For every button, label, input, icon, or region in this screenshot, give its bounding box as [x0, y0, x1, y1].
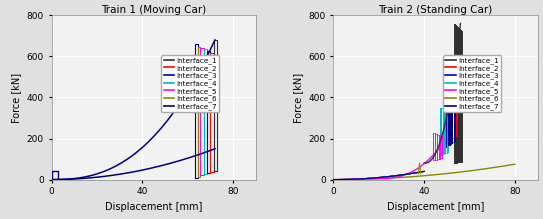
X-axis label: Displacement [mm]: Displacement [mm]	[105, 202, 203, 212]
X-axis label: Displacement [mm]: Displacement [mm]	[387, 202, 484, 212]
Title: Train 2 (Standing Car): Train 2 (Standing Car)	[378, 5, 493, 14]
Legend: Interface_1, Interface_2, Interface_3, Interface_4, Interface_5, Interface_6, In: Interface_1, Interface_2, Interface_3, I…	[161, 55, 219, 112]
Legend: Interface_1, Interface_2, Interface_3, Interface_4, Interface_5, Interface_6, In: Interface_1, Interface_2, Interface_3, I…	[443, 55, 501, 112]
Title: Train 1 (Moving Car): Train 1 (Moving Car)	[101, 5, 206, 14]
Y-axis label: Force [kN]: Force [kN]	[293, 72, 303, 122]
Y-axis label: Force [kN]: Force [kN]	[11, 72, 21, 122]
